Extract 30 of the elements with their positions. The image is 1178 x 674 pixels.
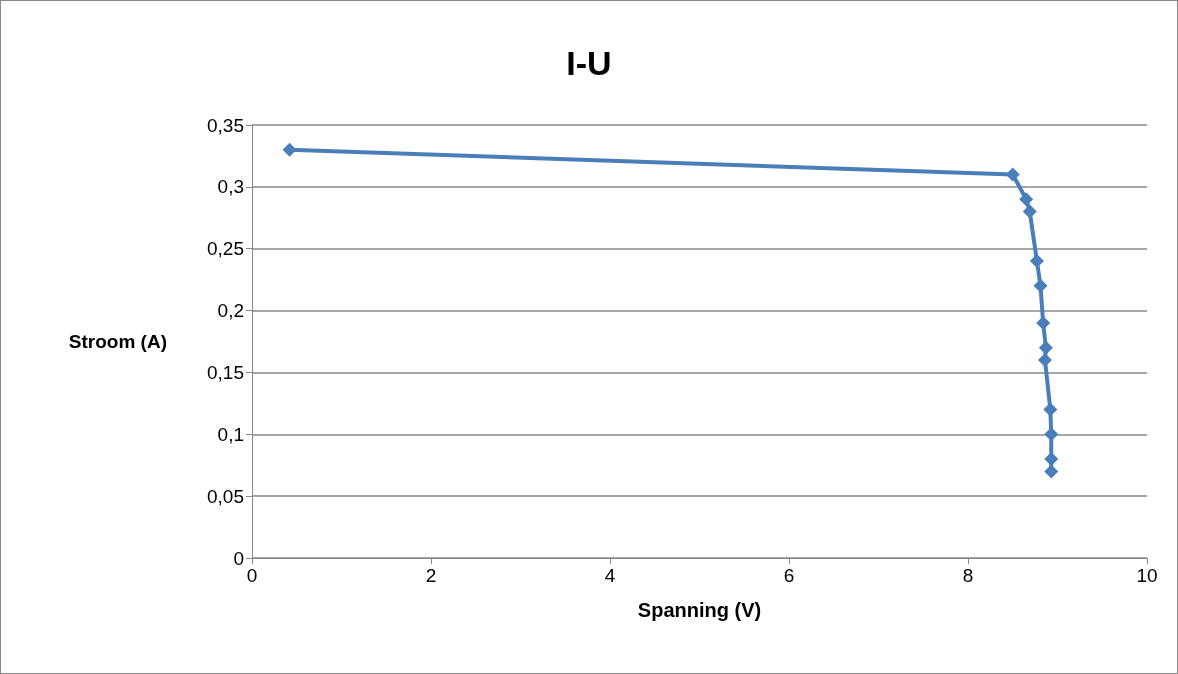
y-tick-label: 0,25	[207, 238, 244, 260]
y-axis-title: Stroom (A)	[68, 331, 167, 352]
y-tick-label: 0,1	[217, 423, 244, 445]
point	[1005, 167, 1020, 182]
point	[1036, 315, 1051, 330]
point	[1044, 427, 1059, 442]
y-tick-label: 0,3	[217, 176, 244, 198]
x-tick-label: 4	[604, 565, 616, 586]
point	[1022, 204, 1037, 219]
point	[1043, 402, 1058, 417]
x-tick-label: 2	[425, 565, 437, 586]
point	[1044, 464, 1059, 479]
point	[1044, 452, 1059, 467]
x-tick-label: 6	[783, 565, 795, 586]
x-tick-label: 10	[1136, 565, 1158, 586]
point	[1033, 278, 1048, 293]
x-tick-label: 8	[962, 565, 974, 586]
y-tick-label: 0,2	[217, 300, 244, 322]
point	[282, 142, 297, 157]
y-tick-label: 0	[233, 547, 244, 569]
x-tick-label: 0	[246, 565, 258, 586]
x-axis-title: Spanning (V)	[637, 599, 762, 621]
point	[1038, 340, 1053, 355]
y-tick-label: 0,15	[207, 361, 244, 383]
point	[1029, 254, 1044, 269]
y-tick-label: 0,35	[207, 114, 244, 136]
point	[1037, 353, 1052, 368]
point	[1019, 192, 1034, 207]
y-tick-label: 0,05	[207, 485, 244, 507]
chart-title: I-U	[566, 44, 612, 82]
